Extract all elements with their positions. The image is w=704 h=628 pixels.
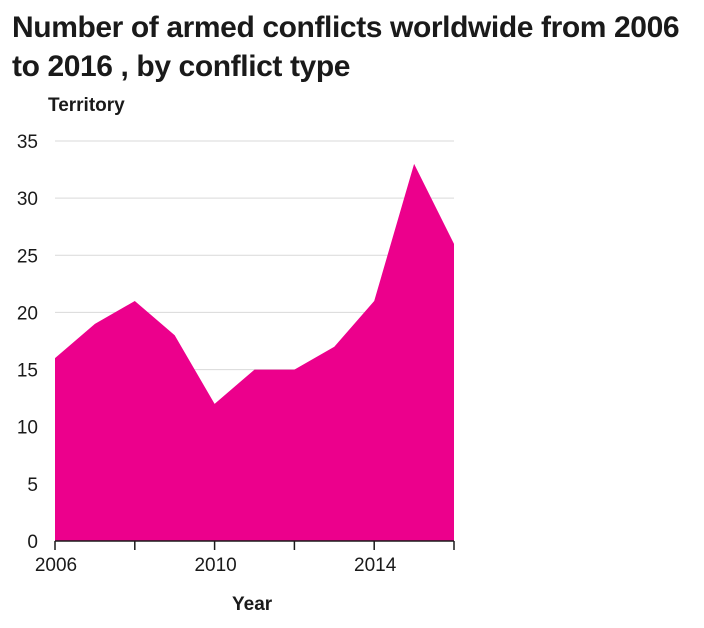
x-tick-label: 2010 [194,555,236,576]
data-area [55,163,454,542]
y-tick-label: 35 [17,132,38,153]
y-tick-label: 10 [17,418,38,439]
y-axis-label: Territory [48,95,125,116]
x-axis [54,540,455,550]
x-tick-label: 2014 [354,555,397,576]
y-tick-label: 0 [27,532,38,553]
y-tick-labels: 0 5 10 15 20 25 30 35 [17,132,38,553]
y-tick-label: 20 [17,303,38,324]
y-tick-label: 30 [17,189,38,210]
y-tick-label: 5 [27,475,38,496]
area-series [55,163,454,542]
x-tick-label: 2006 [35,555,77,576]
y-tick-label: 25 [17,246,38,267]
x-axis-label: Year [232,594,273,615]
y-tick-label: 15 [17,361,38,382]
chart-title: Number of armed conflicts worldwide from… [12,11,680,83]
x-tick-labels: 2006 2010 2014 [35,555,397,576]
